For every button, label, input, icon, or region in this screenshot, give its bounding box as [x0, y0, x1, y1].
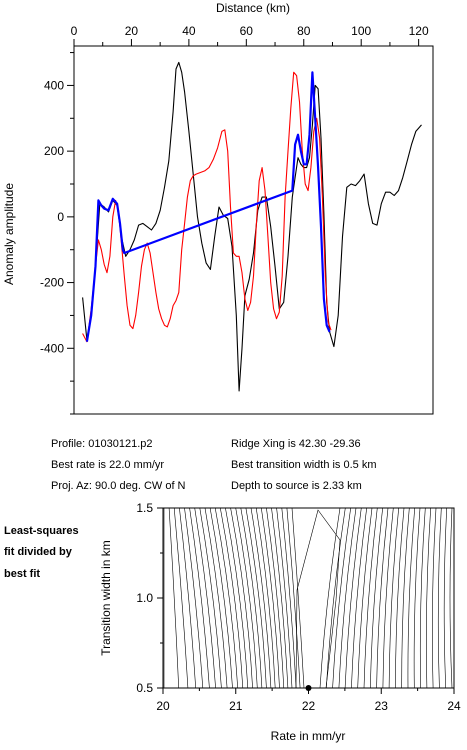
contour-line [209, 507, 233, 689]
x-tick-label: 40 [182, 24, 196, 38]
contour-line [395, 507, 405, 689]
x-tick-label: 80 [297, 24, 311, 38]
red-series-line [82, 71, 332, 343]
y-tick-label: -400 [40, 341, 64, 355]
contour-line [332, 507, 351, 689]
contour-line [271, 507, 289, 689]
contour-line [432, 507, 437, 689]
transition-width-label: Best transition width is 0.5 km [231, 459, 377, 471]
contour-line [281, 507, 297, 689]
x-tick-label: 0 [71, 24, 78, 38]
contour-line [199, 507, 222, 689]
contour-line [168, 507, 179, 689]
contour-line [255, 507, 276, 689]
contour-line [240, 507, 263, 689]
contour-line [388, 507, 399, 689]
x-axis-ticks: 0 20 40 60 80 100 120 [71, 24, 429, 46]
contour-x-tick-label: 22 [302, 699, 316, 713]
contour-line [194, 507, 216, 689]
contour-lines [163, 507, 453, 689]
contour-plot: 20 21 22 23 24 0.5 1.0 1.5 Rate in mm/yr Trans… [99, 501, 461, 743]
contour-line [449, 507, 453, 689]
contour-line [276, 507, 293, 689]
contour-line [291, 507, 305, 689]
contour-line [376, 507, 389, 689]
contour-line [443, 507, 447, 689]
black-series-line [82, 61, 422, 392]
contour-x-tick-label: 23 [375, 699, 389, 713]
x-axis-title: Distance (km) [216, 1, 290, 15]
contour-line [413, 507, 421, 689]
contour-line [286, 507, 301, 689]
contour-line [370, 507, 383, 689]
contour-line [295, 509, 341, 689]
profile-plot: Distance (km) 0 20 40 60 80 100 120 -400 -200 0 2… [2, 1, 434, 415]
proj-az-label: Proj. Az: 90.0 deg. CW of N [51, 480, 186, 492]
y-axis-title: Anomaly amplitude [2, 183, 16, 285]
y-tick-label: 0 [57, 210, 64, 224]
x-tick-label: 120 [409, 24, 429, 38]
best-rate-label: Best rate is 22.0 mm/yr [51, 459, 164, 471]
contour-line [250, 507, 272, 689]
y-tick-label: -200 [40, 276, 64, 290]
y-tick-label: 200 [44, 144, 64, 158]
contour-line [214, 507, 238, 689]
contour-line [437, 507, 442, 689]
contour-line [261, 507, 280, 689]
profile-label: Profile: 01030121.p2 [51, 438, 153, 450]
x-tick-label: 100 [351, 24, 371, 38]
contour-line [319, 507, 341, 689]
x-tick-label: 20 [125, 24, 139, 38]
profile-plot-frame [73, 45, 434, 415]
contour-line [220, 507, 244, 689]
side-note: Least-squares fit divided by best fit [4, 525, 79, 580]
contour-line [235, 507, 258, 689]
contour-x-tick-label: 24 [447, 699, 461, 713]
best-fit-point [305, 685, 312, 691]
contour-x-tick-label: 21 [229, 699, 243, 713]
contour-line [338, 507, 357, 689]
series-group [82, 61, 422, 392]
contour-line [419, 507, 426, 689]
contour-plot-frame [162, 507, 455, 689]
contour-line [426, 507, 431, 689]
contour-line [357, 507, 373, 689]
contour-line [344, 507, 362, 689]
side-note-line-3: best fit [4, 568, 40, 580]
contour-line [363, 507, 378, 689]
contour-line [351, 507, 367, 689]
info-block: Profile: 01030121.p2 Ridge Xing is 42.30… [51, 438, 377, 492]
contour-line [184, 507, 204, 689]
side-note-line-2: fit divided by [4, 546, 73, 558]
contour-line [382, 507, 394, 689]
contour-line [245, 507, 267, 689]
contour-line [179, 507, 196, 689]
contour-line [189, 507, 210, 689]
contour-x-axis-ticks: 20 21 22 23 24 [156, 688, 461, 713]
contour-line [230, 507, 253, 689]
contour-line [326, 507, 346, 689]
contour-y-axis-title: Transition width in km [99, 540, 113, 656]
contour-y-tick-label: 1.0 [136, 591, 153, 605]
contour-x-axis-title: Rate in mm/yr [271, 729, 346, 743]
side-note-line-1: Least-squares [4, 525, 79, 537]
contour-line [266, 507, 285, 689]
x-tick-label: 60 [240, 24, 254, 38]
contour-line [407, 507, 415, 689]
contour-line [173, 507, 189, 689]
contour-y-axis-ticks: 0.5 1.0 1.5 [136, 501, 163, 695]
contour-y-tick-label: 1.5 [136, 501, 153, 515]
contour-line [225, 507, 249, 689]
depth-label: Depth to source is 2.33 km [231, 480, 362, 492]
ridge-xing-label: Ridge Xing is 42.30 -29.36 [231, 438, 361, 450]
y-axis-ticks: -400 -200 0 200 400 [40, 52, 74, 415]
contour-x-tick-label: 20 [156, 699, 170, 713]
blue-series-line [85, 71, 331, 342]
contour-line [401, 507, 410, 689]
y-tick-label: 400 [44, 78, 64, 92]
contour-y-tick-label: 0.5 [136, 681, 153, 695]
contour-line [204, 507, 228, 689]
